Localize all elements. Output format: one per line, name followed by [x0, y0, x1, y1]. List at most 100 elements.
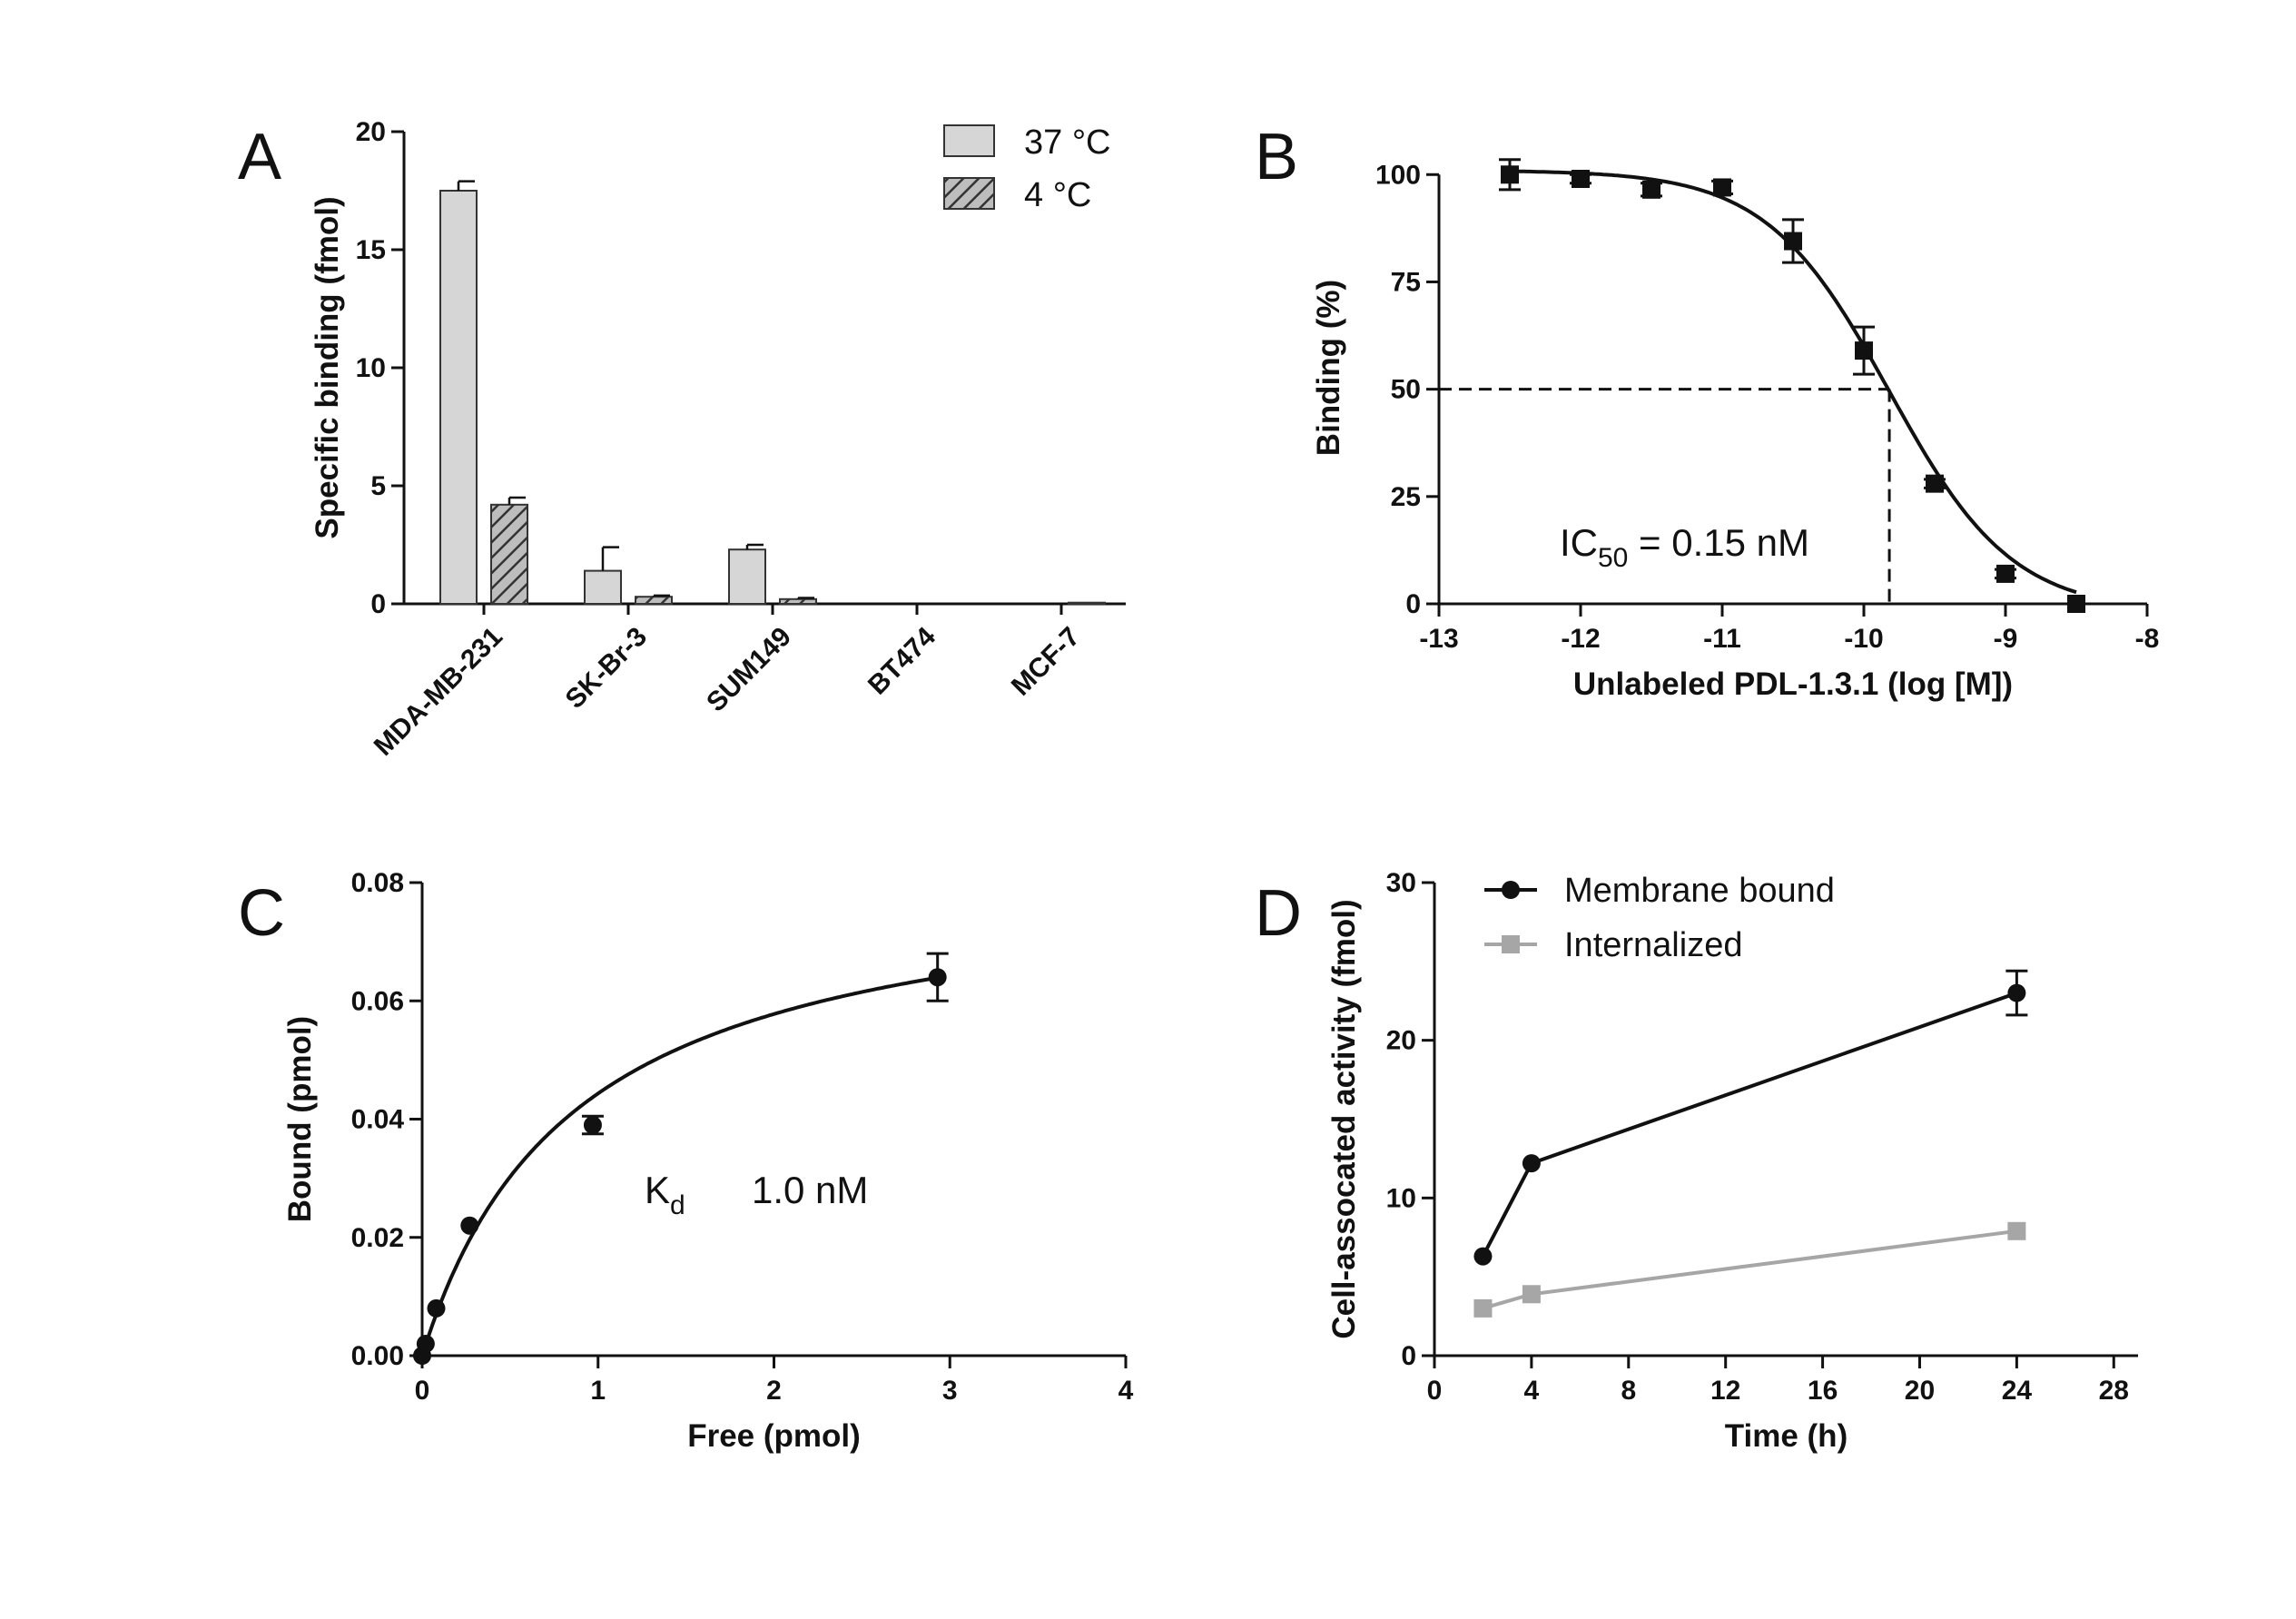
panel-b-data-point: [1642, 181, 1660, 199]
panel-b-data-point: [2067, 595, 2085, 613]
panel-b-data-point: [1855, 341, 1873, 360]
panel-a-x-tick-label: BT474: [862, 621, 941, 700]
panel-c-data-point: [929, 968, 947, 986]
panel-d-chart: 01020300481216202428Cell-assocated activ…: [1326, 868, 2138, 1454]
panel-c-x-tick-label: 3: [942, 1376, 958, 1406]
panel-a-x-tick-label: MCF-7: [1006, 622, 1086, 702]
panel-a-chart: 05101520Specific binding (fmol)MDA-MB-23…: [310, 117, 1126, 762]
panel-b-y-tick-label: 100: [1375, 160, 1421, 190]
panel-a-bar: [1069, 603, 1105, 604]
panel-letter-d: D: [1255, 877, 1302, 950]
panel-a-legend-swatch: [944, 125, 994, 156]
panel-b-data-point: [1784, 232, 1802, 251]
panel-c-x-tick-label: 0: [415, 1376, 430, 1406]
panel-b-x-axis-title: Unlabeled PDL-1.3.1 (log [M]): [1573, 666, 2013, 702]
panel-letter-b: B: [1255, 121, 1298, 193]
panel-b-chart: 0 25 50 75 100 -13 -12 -11 -10 -9 -8 Binding (%) Unl…: [1311, 160, 2159, 702]
panel-c-fit-curve: [422, 977, 941, 1356]
panel-b-x-tick-label: -9: [1994, 624, 2018, 654]
panel-b-data-point: [1926, 475, 1944, 493]
panel-d-y-axis-title: Cell-assocated activity (fmol): [1326, 899, 1362, 1338]
panel-d-data-point: [2007, 984, 2025, 1002]
panel-d-legend-marker: [1502, 935, 1520, 953]
panel-c-y-tick-label: 0.06: [351, 986, 404, 1016]
panel-c-annotation-value: 1.0 nM: [752, 1169, 868, 1211]
panel-a-bar: [440, 191, 477, 604]
panel-b-y-tick-label: 75: [1391, 267, 1421, 297]
panel-d-x-tick-label: 0: [1427, 1376, 1443, 1406]
panel-d-data-point: [1522, 1285, 1541, 1303]
panel-b-data-point: [1996, 565, 2015, 583]
panel-c-x-tick-label: 2: [766, 1376, 782, 1406]
panel-c-y-tick-label: 0.04: [351, 1105, 405, 1135]
panel-b-data-point: [1713, 178, 1731, 196]
panel-d-series-line: [1483, 1231, 2016, 1308]
panel-a-y-tick-label: 10: [356, 353, 386, 383]
panel-d-y-tick-label: 20: [1386, 1026, 1416, 1056]
panel-b-x-tick-label: -12: [1561, 624, 1600, 654]
panel-a-bar: [729, 549, 765, 604]
panel-c-data-point: [428, 1299, 446, 1318]
panel-a-legend-label: 37 °C: [1024, 123, 1110, 162]
panel-c-data-point: [584, 1116, 602, 1134]
panel-d-data-point: [1522, 1154, 1541, 1172]
panel-a-y-tick-label: 0: [370, 589, 386, 619]
panel-b-y-tick-label: 0: [1405, 589, 1421, 619]
panel-a-bar: [636, 597, 672, 604]
panel-c-y-tick-label: 0.02: [351, 1223, 404, 1253]
panel-a-y-tick-label: 15: [356, 235, 386, 265]
panel-a-x-tick-label: SUM149: [701, 622, 797, 718]
panel-d-x-tick-label: 12: [1710, 1376, 1740, 1406]
panel-b-x-tick-label: -11: [1703, 624, 1741, 654]
panel-d-y-tick-label: 10: [1386, 1183, 1416, 1213]
panel-a-legend-swatch: [944, 178, 994, 209]
panel-b-annotation-subscript: 50: [1598, 543, 1628, 573]
panel-d-data-point: [1473, 1299, 1492, 1318]
panel-a-y-tick-label: 5: [370, 471, 386, 501]
panel-c-annotation-subscript: d: [670, 1190, 685, 1220]
panel-d-y-tick-label: 30: [1386, 868, 1416, 898]
panel-c-data-point: [417, 1335, 435, 1353]
panel-b-x-tick-label: -10: [1844, 624, 1883, 654]
panel-c-x-axis-title: Free (pmol): [687, 1418, 861, 1454]
panel-d-x-tick-label: 8: [1621, 1376, 1636, 1406]
panel-d-x-tick-label: 20: [1905, 1376, 1935, 1406]
panel-c-annotation: Kd: [645, 1169, 685, 1220]
panel-c-y-axis-title: Bound (pmol): [282, 1016, 318, 1222]
panel-d-data-point: [2007, 1222, 2025, 1240]
panel-b-annotation: IC50 = 0.15 nM: [1560, 521, 1809, 573]
panel-c-annotation-main: K: [645, 1169, 670, 1211]
panel-d-x-tick-label: 28: [2099, 1376, 2129, 1406]
panel-d-x-tick-label: 4: [1524, 1376, 1540, 1406]
panel-c-chart: 0.000.020.040.060.0801234Bound (pmol)Fre…: [282, 868, 1134, 1454]
panel-a-x-tick-label: SK-Br-3: [560, 622, 653, 715]
panel-letter-c: C: [238, 877, 285, 950]
panel-b-annotation-value: = 0.15 nM: [1628, 521, 1809, 564]
panel-b-annotation-main: IC: [1560, 521, 1598, 564]
panel-a-legend-label: 4 °C: [1024, 176, 1091, 214]
panel-b-y-axis-title: Binding (%): [1311, 280, 1346, 456]
panel-b-data-point: [1572, 170, 1590, 188]
panel-a-bar: [780, 599, 816, 604]
panel-d-data-point: [1473, 1248, 1492, 1266]
panel-c-x-tick-label: 1: [590, 1376, 606, 1406]
panel-d-legend-label: Internalized: [1564, 926, 1742, 964]
panel-d-legend-marker: [1502, 881, 1520, 899]
panel-d-legend-label: Membrane bound: [1564, 872, 1835, 910]
panel-b-x-tick-label: -13: [1419, 624, 1458, 654]
panel-a-x-tick-label: MDA-MB-231: [369, 622, 508, 762]
panel-a-bar: [491, 505, 527, 604]
panel-c-data-point: [460, 1217, 478, 1235]
panel-d-series-line: [1483, 993, 2016, 1257]
panel-d-x-axis-title: Time (h): [1725, 1418, 1848, 1454]
panel-c-y-tick-label: 0.00: [351, 1341, 404, 1371]
panel-d-x-tick-label: 16: [1808, 1376, 1838, 1406]
panel-a-y-tick-label: 20: [356, 117, 386, 147]
panel-b-y-tick-label: 25: [1391, 482, 1421, 512]
panel-d-y-tick-label: 0: [1401, 1341, 1416, 1371]
panel-b-data-point: [1501, 165, 1519, 183]
panel-c-x-tick-label: 4: [1118, 1376, 1134, 1406]
panel-b-x-tick-label: -8: [2135, 624, 2160, 654]
panel-b-y-tick-label: 50: [1391, 375, 1421, 405]
